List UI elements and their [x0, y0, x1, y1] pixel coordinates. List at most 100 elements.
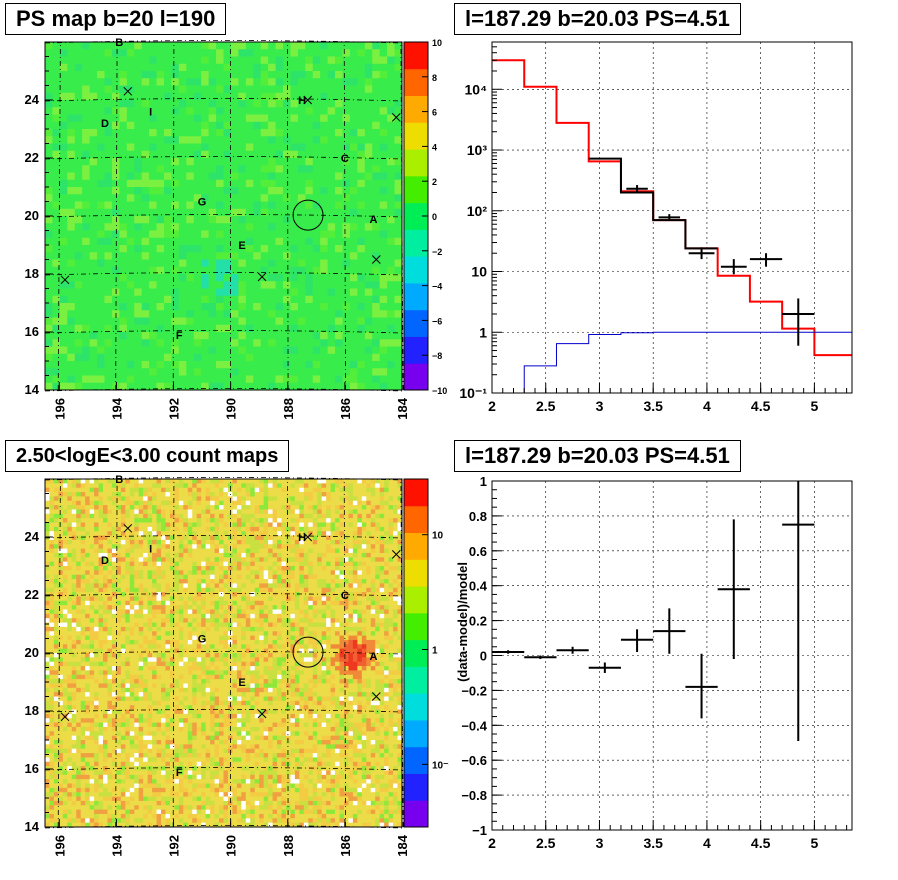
spectrum-x-tick-label: 4 [703, 398, 711, 414]
colorbar-tick-label: 8 [432, 73, 437, 83]
map-x-tick-label: 188 [281, 398, 296, 420]
colorbar-segment [404, 653, 428, 667]
colorbar-segment [404, 82, 428, 96]
colorbar-segment [404, 96, 428, 110]
map-x-tick-label: 196 [52, 398, 67, 420]
colorbar-tick-label: 6 [432, 108, 437, 118]
colorbar-segment [404, 773, 428, 787]
colorbar-segment [404, 323, 428, 337]
colorbar-segment [404, 350, 428, 364]
spectrum-title: l=187.29 b=20.03 PS=4.51 [454, 3, 741, 35]
residual-y-tick-label: −0.4 [461, 718, 487, 733]
source-label-D: D [101, 555, 109, 567]
spectrum-x-tick-label: 4.5 [751, 398, 771, 414]
source-label-C: C [341, 153, 349, 165]
source-label-G: G [198, 634, 207, 646]
map-x-tick-label: 190 [224, 835, 239, 857]
source-label-E: E [238, 677, 245, 689]
colorbar-segment [404, 546, 428, 560]
residual-x-tick-label: 4.5 [751, 835, 771, 851]
source-label-G: G [198, 197, 207, 209]
map-x-tick-label: 196 [52, 835, 67, 857]
map-x-tick-label: 194 [109, 834, 124, 856]
source-label-B: B [115, 37, 123, 49]
residual-x-tick-label: 4 [703, 835, 711, 851]
colorbar-segment [404, 203, 428, 217]
map-y-tick-label: 14 [25, 819, 40, 834]
colorbar-tick-label: −4 [432, 282, 442, 292]
colorbar-segment [404, 559, 428, 573]
colorbar-segment [404, 310, 428, 324]
residual-y-tick-label: −0.2 [461, 683, 487, 698]
colorbar-segment [404, 613, 428, 627]
residual-x-tick-label: 2 [488, 835, 496, 851]
colorbar-segment [404, 733, 428, 747]
source-label-B: B [115, 474, 123, 486]
colorbar-tick-label: 10⁻¹ [432, 760, 449, 771]
colorbar-segment [404, 283, 428, 297]
map-x-tick-label: 184 [395, 834, 410, 856]
colorbar-segment [404, 109, 428, 123]
spectrum-x-tick-label: 3 [596, 398, 604, 414]
residual-y-tick-label: 0.8 [469, 509, 487, 524]
residual-title: l=187.29 b=20.03 PS=4.51 [454, 440, 741, 472]
colorbar-segment [404, 760, 428, 774]
spectrum-y-tick-label: 1 [479, 324, 487, 340]
spectrum-y-tick-label: 10² [467, 203, 488, 219]
spectrum-x-tick-label: 2 [488, 398, 496, 414]
colorbar-segment [404, 243, 428, 257]
residual-x-tick-label: 5 [810, 835, 818, 851]
map-x-tick-label: 192 [167, 398, 182, 420]
residual-y-tick-label: 0 [480, 649, 487, 664]
colorbar-tick-label: 1 [432, 646, 438, 657]
source-label-E: E [238, 240, 245, 252]
map-y-tick-label: 20 [25, 645, 39, 660]
colorbar-tick-label: −2 [432, 247, 442, 257]
map-x-tick-label: 186 [338, 398, 353, 420]
source-label-F: F [176, 330, 183, 342]
map-y-tick-label: 16 [25, 761, 39, 776]
colorbar-segment [404, 136, 428, 150]
source-label-D: D [101, 118, 109, 130]
colorbar-segment [404, 336, 428, 350]
source-label-F: F [176, 767, 183, 779]
map-y-tick-label: 22 [25, 150, 39, 165]
colorbar-tick-label: −10 [432, 386, 447, 396]
residual-y-tick-label: 0.2 [469, 614, 487, 629]
residual-x-tick-label: 2.5 [536, 835, 556, 851]
residual-x-tick-label: 3.5 [643, 835, 663, 851]
ps-map-title: PS map b=20 l=190 [5, 3, 226, 35]
map-y-tick-label: 24 [25, 92, 40, 107]
colorbar-tick-label: 2 [432, 177, 437, 187]
colorbar-segment [404, 122, 428, 136]
colorbar-segment [404, 747, 428, 761]
map-x-tick-label: 194 [109, 397, 124, 419]
colorbar-segment [404, 256, 428, 270]
colorbar-segment [404, 149, 428, 163]
source-label-I: I [149, 544, 152, 556]
colorbar-segment [404, 55, 428, 69]
map-y-tick-label: 20 [25, 208, 39, 223]
residual-y-tick-label: −0.6 [461, 753, 487, 768]
residual-y-tick-label: −0.8 [461, 788, 487, 803]
map-x-tick-label: 186 [338, 835, 353, 857]
map-y-tick-label: 14 [25, 382, 40, 397]
map-pixels [45, 479, 402, 827]
colorbar-tick-label: 4 [432, 142, 437, 152]
map-y-tick-label: 18 [25, 703, 39, 718]
spectrum-x-tick-label: 5 [810, 398, 818, 414]
map-y-tick-label: 18 [25, 266, 39, 281]
colorbar-tick-label: −6 [432, 316, 442, 326]
residual-y-tick-label: 0.4 [469, 579, 488, 594]
spectrum-x-tick-label: 3.5 [643, 398, 663, 414]
map-x-tick-label: 184 [395, 397, 410, 419]
colorbar-segment [404, 680, 428, 694]
colorbar-segment [404, 707, 428, 721]
residual-y-tick-label: −1 [472, 823, 487, 838]
colorbar-segment [404, 296, 428, 310]
